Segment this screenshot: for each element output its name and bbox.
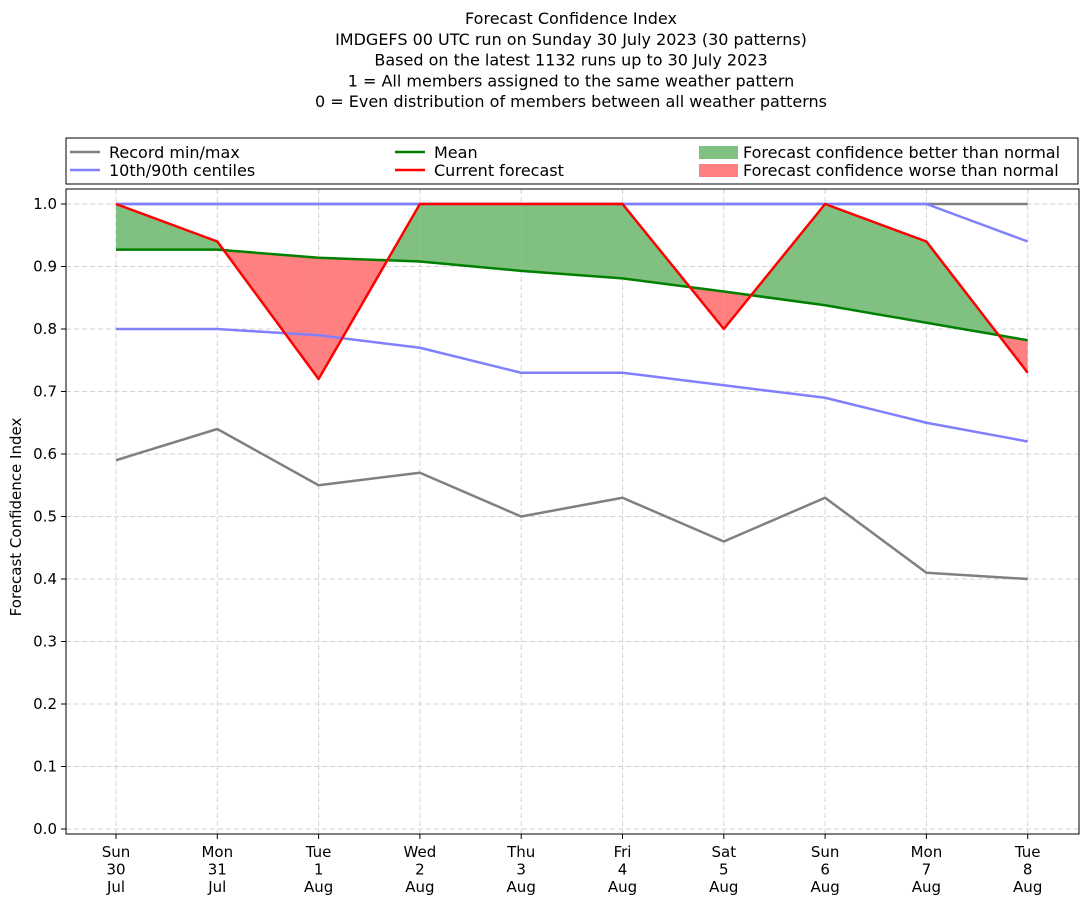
y-tick-label: 0.3 <box>33 633 57 651</box>
x-tick-label: Aug <box>810 878 839 896</box>
y-tick-label: 0.8 <box>33 320 57 338</box>
x-tick-label: 2 <box>415 861 425 879</box>
legend-label: 10th/90th centiles <box>109 161 255 180</box>
x-tick-label: Sun <box>102 843 131 861</box>
y-tick-label: 0.9 <box>33 258 57 276</box>
x-tick-label: 3 <box>516 861 526 879</box>
x-tick-label: Mon <box>201 843 233 861</box>
x-tick-label: Wed <box>404 843 437 861</box>
x-tick-label: Aug <box>912 878 941 896</box>
legend-box <box>65 137 1079 185</box>
x-tick-label: Aug <box>1013 878 1042 896</box>
title-line: 1 = All members assigned to the same wea… <box>348 71 795 90</box>
x-tick-label: 31 <box>208 861 227 879</box>
y-tick-label: 0.6 <box>33 445 57 463</box>
y-tick-label: 0.5 <box>33 508 57 526</box>
plot-frame <box>65 188 1080 835</box>
title-line: Based on the latest 1132 runs up to 30 J… <box>374 51 767 70</box>
x-tick-label: Aug <box>709 878 738 896</box>
x-tick-label: Aug <box>507 878 536 896</box>
x-tick-label: 8 <box>1023 861 1033 879</box>
x-tick-label: 6 <box>820 861 830 879</box>
title-line: IMDGEFS 00 UTC run on Sunday 30 July 202… <box>335 30 807 49</box>
legend-label: Record min/max <box>109 143 240 162</box>
record-min-line <box>115 427 1028 581</box>
current-forecast-line <box>115 202 1029 381</box>
y-tick-label: 0.1 <box>33 758 57 776</box>
title-line: Forecast Confidence Index <box>465 9 677 28</box>
y-tick-label: 1.0 <box>33 195 57 213</box>
confidence-fill <box>116 204 218 250</box>
legend-label: Mean <box>434 143 478 162</box>
x-tick-label: Mon <box>911 843 943 861</box>
x-tick-label: 7 <box>922 861 932 879</box>
x-tick-label: 30 <box>106 861 125 879</box>
y-tick-label: 0.2 <box>33 695 57 713</box>
x-tick-label: Jul <box>207 878 226 896</box>
x-tick-label: Sat <box>711 843 736 861</box>
x-tick-label: 1 <box>314 861 324 879</box>
p10-line <box>116 327 1028 443</box>
confidence-fill <box>419 204 522 271</box>
x-tick-label: Aug <box>405 878 434 896</box>
confidence-fill <box>521 204 623 279</box>
x-tick-label: Thu <box>506 843 535 861</box>
legend-swatch <box>699 164 738 177</box>
x-tick-label: Jul <box>106 878 125 896</box>
confidence-fill <box>825 204 927 323</box>
x-tick-label: 5 <box>719 861 729 879</box>
x-tick-label: 4 <box>618 861 628 879</box>
chart-title: Forecast Confidence Index IMDGEFS 00 UTC … <box>315 9 827 111</box>
y-axis-label: Forecast Confidence Index <box>7 418 25 617</box>
x-tick-label: Tue <box>305 843 332 861</box>
mean-line <box>116 248 1028 342</box>
y-tick-label: 0.7 <box>33 383 57 401</box>
legend-swatch <box>699 146 738 159</box>
x-tick-label: Sun <box>811 843 840 861</box>
confidence-fill <box>751 204 826 306</box>
x-tick-label: Tue <box>1014 843 1041 861</box>
x-tick-label: Aug <box>304 878 333 896</box>
legend-label: Forecast confidence better than normal <box>743 143 1060 162</box>
legend-label: Forecast confidence worse than normal <box>743 161 1059 180</box>
y-tick-label: 0.0 <box>33 820 57 838</box>
axes: 0.00.10.20.30.40.50.60.70.80.91.0Sun30Ju… <box>33 188 1080 896</box>
title-line: 0 = Even distribution of members between… <box>315 92 827 111</box>
x-tick-label: Aug <box>608 878 637 896</box>
y-tick-label: 0.4 <box>33 570 57 588</box>
x-tick-label: Fri <box>614 843 632 861</box>
series-lines <box>115 202 1029 581</box>
legend-label: Current forecast <box>434 161 564 180</box>
